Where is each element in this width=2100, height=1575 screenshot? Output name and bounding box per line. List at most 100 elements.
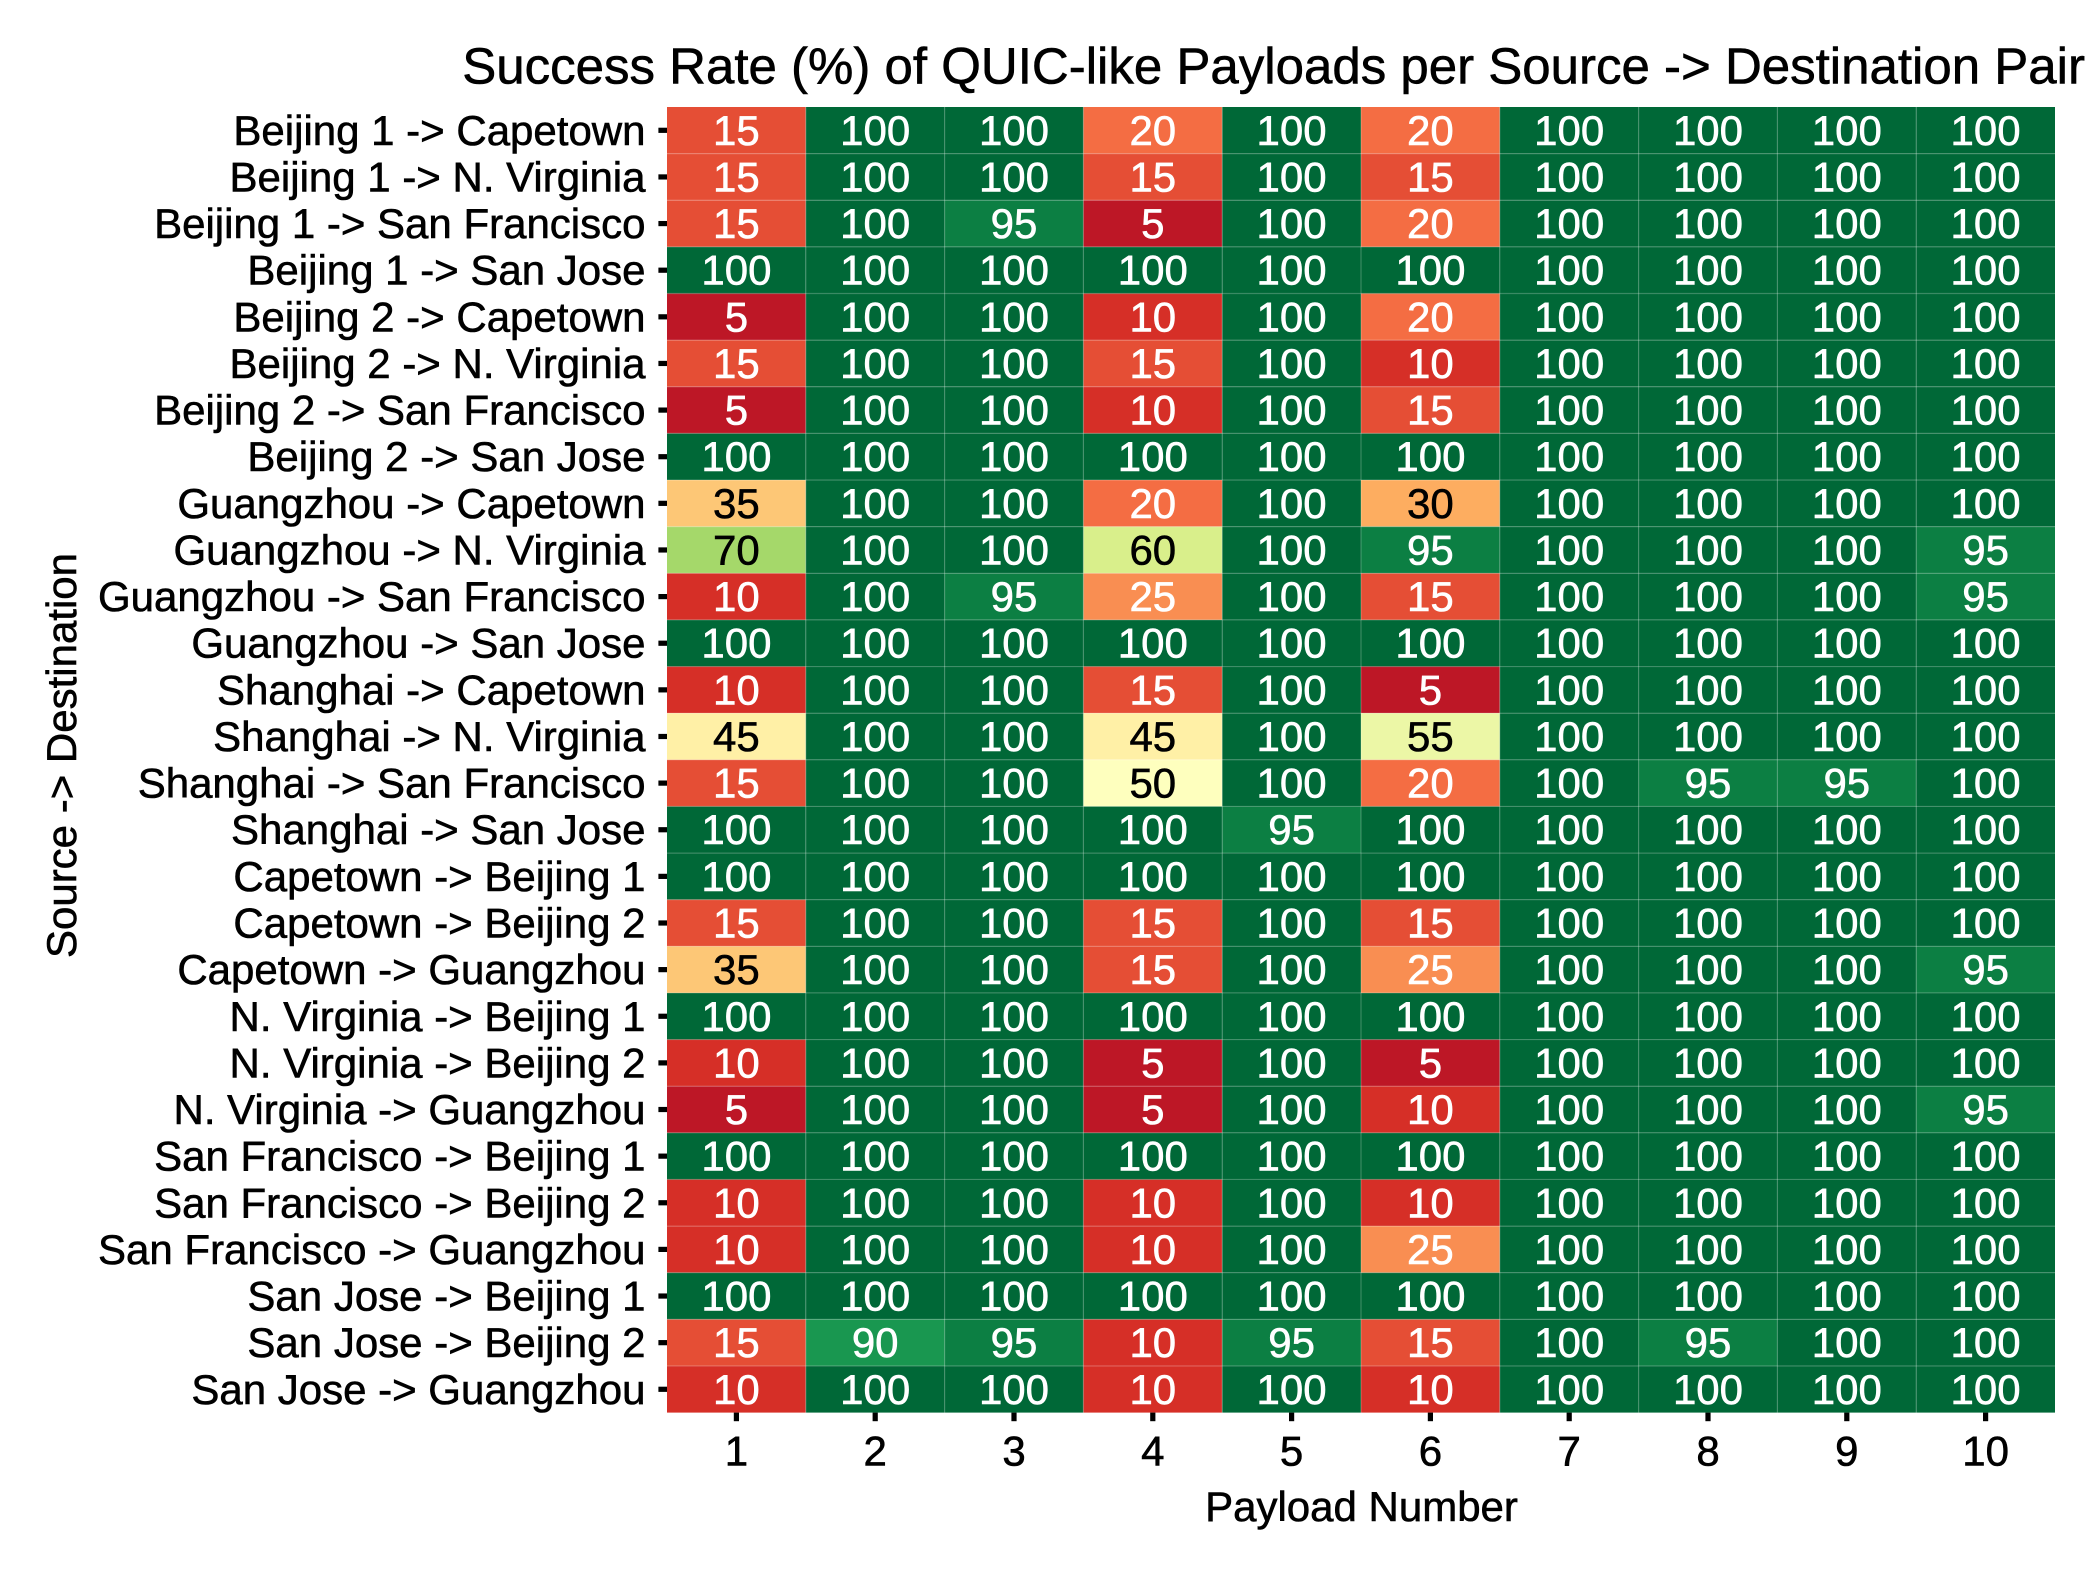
svg-text:100: 100 [1534, 340, 1604, 387]
svg-text:100: 100 [1257, 713, 1327, 760]
svg-text:25: 25 [1407, 1226, 1454, 1273]
svg-text:100: 100 [1673, 1086, 1743, 1133]
svg-text:Shanghai -> N. Virginia: Shanghai -> N. Virginia [213, 713, 646, 760]
svg-text:100: 100 [1534, 620, 1604, 667]
svg-text:100: 100 [1395, 853, 1465, 900]
svg-text:20: 20 [1129, 107, 1176, 154]
svg-text:100: 100 [701, 806, 771, 853]
svg-text:95: 95 [1962, 946, 2009, 993]
svg-text:100: 100 [1118, 853, 1188, 900]
svg-text:45: 45 [1129, 713, 1176, 760]
svg-text:100: 100 [979, 853, 1049, 900]
svg-text:100: 100 [840, 340, 910, 387]
svg-text:100: 100 [1395, 247, 1465, 294]
svg-text:100: 100 [1951, 1179, 2021, 1226]
svg-text:100: 100 [1812, 153, 1882, 200]
svg-text:100: 100 [1673, 153, 1743, 200]
svg-text:Beijing 2 -> San Francisco: Beijing 2 -> San Francisco [154, 387, 645, 434]
svg-text:100: 100 [1951, 293, 2021, 340]
svg-text:15: 15 [713, 760, 760, 807]
svg-text:100: 100 [1673, 806, 1743, 853]
svg-text:100: 100 [1257, 853, 1327, 900]
svg-text:10: 10 [713, 1366, 760, 1413]
svg-text:100: 100 [1812, 1226, 1882, 1273]
svg-text:N. Virginia -> Beijing 1: N. Virginia -> Beijing 1 [230, 993, 646, 1040]
svg-text:100: 100 [1534, 526, 1604, 573]
svg-text:10: 10 [1129, 293, 1176, 340]
svg-text:10: 10 [1962, 1428, 2009, 1475]
svg-text:100: 100 [701, 247, 771, 294]
svg-text:95: 95 [991, 1319, 1038, 1366]
svg-text:100: 100 [1951, 1039, 2021, 1086]
svg-text:100: 100 [1812, 1086, 1882, 1133]
svg-text:100: 100 [840, 760, 910, 807]
svg-text:100: 100 [1534, 387, 1604, 434]
svg-text:100: 100 [1673, 526, 1743, 573]
svg-text:100: 100 [1257, 900, 1327, 947]
svg-text:100: 100 [1812, 1133, 1882, 1180]
svg-text:10: 10 [713, 573, 760, 620]
svg-text:20: 20 [1407, 293, 1454, 340]
svg-text:10: 10 [1129, 1319, 1176, 1366]
svg-text:10: 10 [1407, 1366, 1454, 1413]
svg-text:100: 100 [1812, 900, 1882, 947]
svg-text:100: 100 [840, 713, 910, 760]
svg-text:100: 100 [1534, 900, 1604, 947]
svg-text:100: 100 [1951, 200, 2021, 247]
svg-text:Beijing 1 -> San Jose: Beijing 1 -> San Jose [247, 247, 645, 294]
svg-text:10: 10 [713, 666, 760, 713]
svg-text:100: 100 [979, 340, 1049, 387]
svg-text:25: 25 [1407, 946, 1454, 993]
svg-text:Shanghai -> San Francisco: Shanghai -> San Francisco [138, 760, 646, 807]
svg-text:100: 100 [1673, 340, 1743, 387]
svg-text:100: 100 [979, 620, 1049, 667]
svg-text:100: 100 [1673, 247, 1743, 294]
svg-text:100: 100 [1951, 153, 2021, 200]
svg-text:100: 100 [1534, 853, 1604, 900]
svg-text:100: 100 [1951, 993, 2021, 1040]
svg-text:70: 70 [713, 526, 760, 573]
svg-text:95: 95 [1962, 1086, 2009, 1133]
svg-text:100: 100 [1534, 806, 1604, 853]
svg-text:San Jose -> Beijing 1: San Jose -> Beijing 1 [247, 1273, 645, 1320]
svg-text:90: 90 [852, 1319, 899, 1366]
svg-text:5: 5 [725, 1086, 748, 1133]
svg-text:15: 15 [1129, 340, 1176, 387]
svg-text:100: 100 [1673, 387, 1743, 434]
svg-text:100: 100 [1673, 1039, 1743, 1086]
svg-text:100: 100 [840, 853, 910, 900]
svg-text:10: 10 [1129, 387, 1176, 434]
svg-text:20: 20 [1129, 480, 1176, 527]
svg-text:100: 100 [1673, 433, 1743, 480]
svg-text:100: 100 [1257, 340, 1327, 387]
svg-text:100: 100 [979, 1039, 1049, 1086]
svg-text:100: 100 [979, 1086, 1049, 1133]
svg-text:100: 100 [1395, 993, 1465, 1040]
svg-text:100: 100 [1257, 107, 1327, 154]
svg-text:5: 5 [725, 387, 748, 434]
svg-text:100: 100 [701, 433, 771, 480]
svg-text:Guangzhou -> San Francisco: Guangzhou -> San Francisco [98, 573, 645, 620]
svg-text:100: 100 [1673, 1273, 1743, 1320]
svg-text:100: 100 [1673, 293, 1743, 340]
svg-text:100: 100 [1534, 760, 1604, 807]
svg-text:55: 55 [1407, 713, 1454, 760]
svg-text:100: 100 [979, 107, 1049, 154]
svg-text:100: 100 [1812, 713, 1882, 760]
svg-text:100: 100 [1812, 526, 1882, 573]
svg-text:100: 100 [979, 1226, 1049, 1273]
svg-text:5: 5 [1419, 666, 1442, 713]
svg-text:100: 100 [1534, 107, 1604, 154]
svg-text:100: 100 [701, 620, 771, 667]
svg-text:100: 100 [1812, 1319, 1882, 1366]
svg-text:100: 100 [1951, 760, 2021, 807]
svg-text:100: 100 [1673, 480, 1743, 527]
svg-text:100: 100 [979, 153, 1049, 200]
svg-text:100: 100 [1812, 433, 1882, 480]
svg-text:100: 100 [840, 480, 910, 527]
svg-text:100: 100 [1673, 107, 1743, 154]
svg-text:100: 100 [840, 946, 910, 993]
svg-text:100: 100 [1534, 293, 1604, 340]
svg-text:15: 15 [1407, 153, 1454, 200]
svg-text:100: 100 [840, 620, 910, 667]
